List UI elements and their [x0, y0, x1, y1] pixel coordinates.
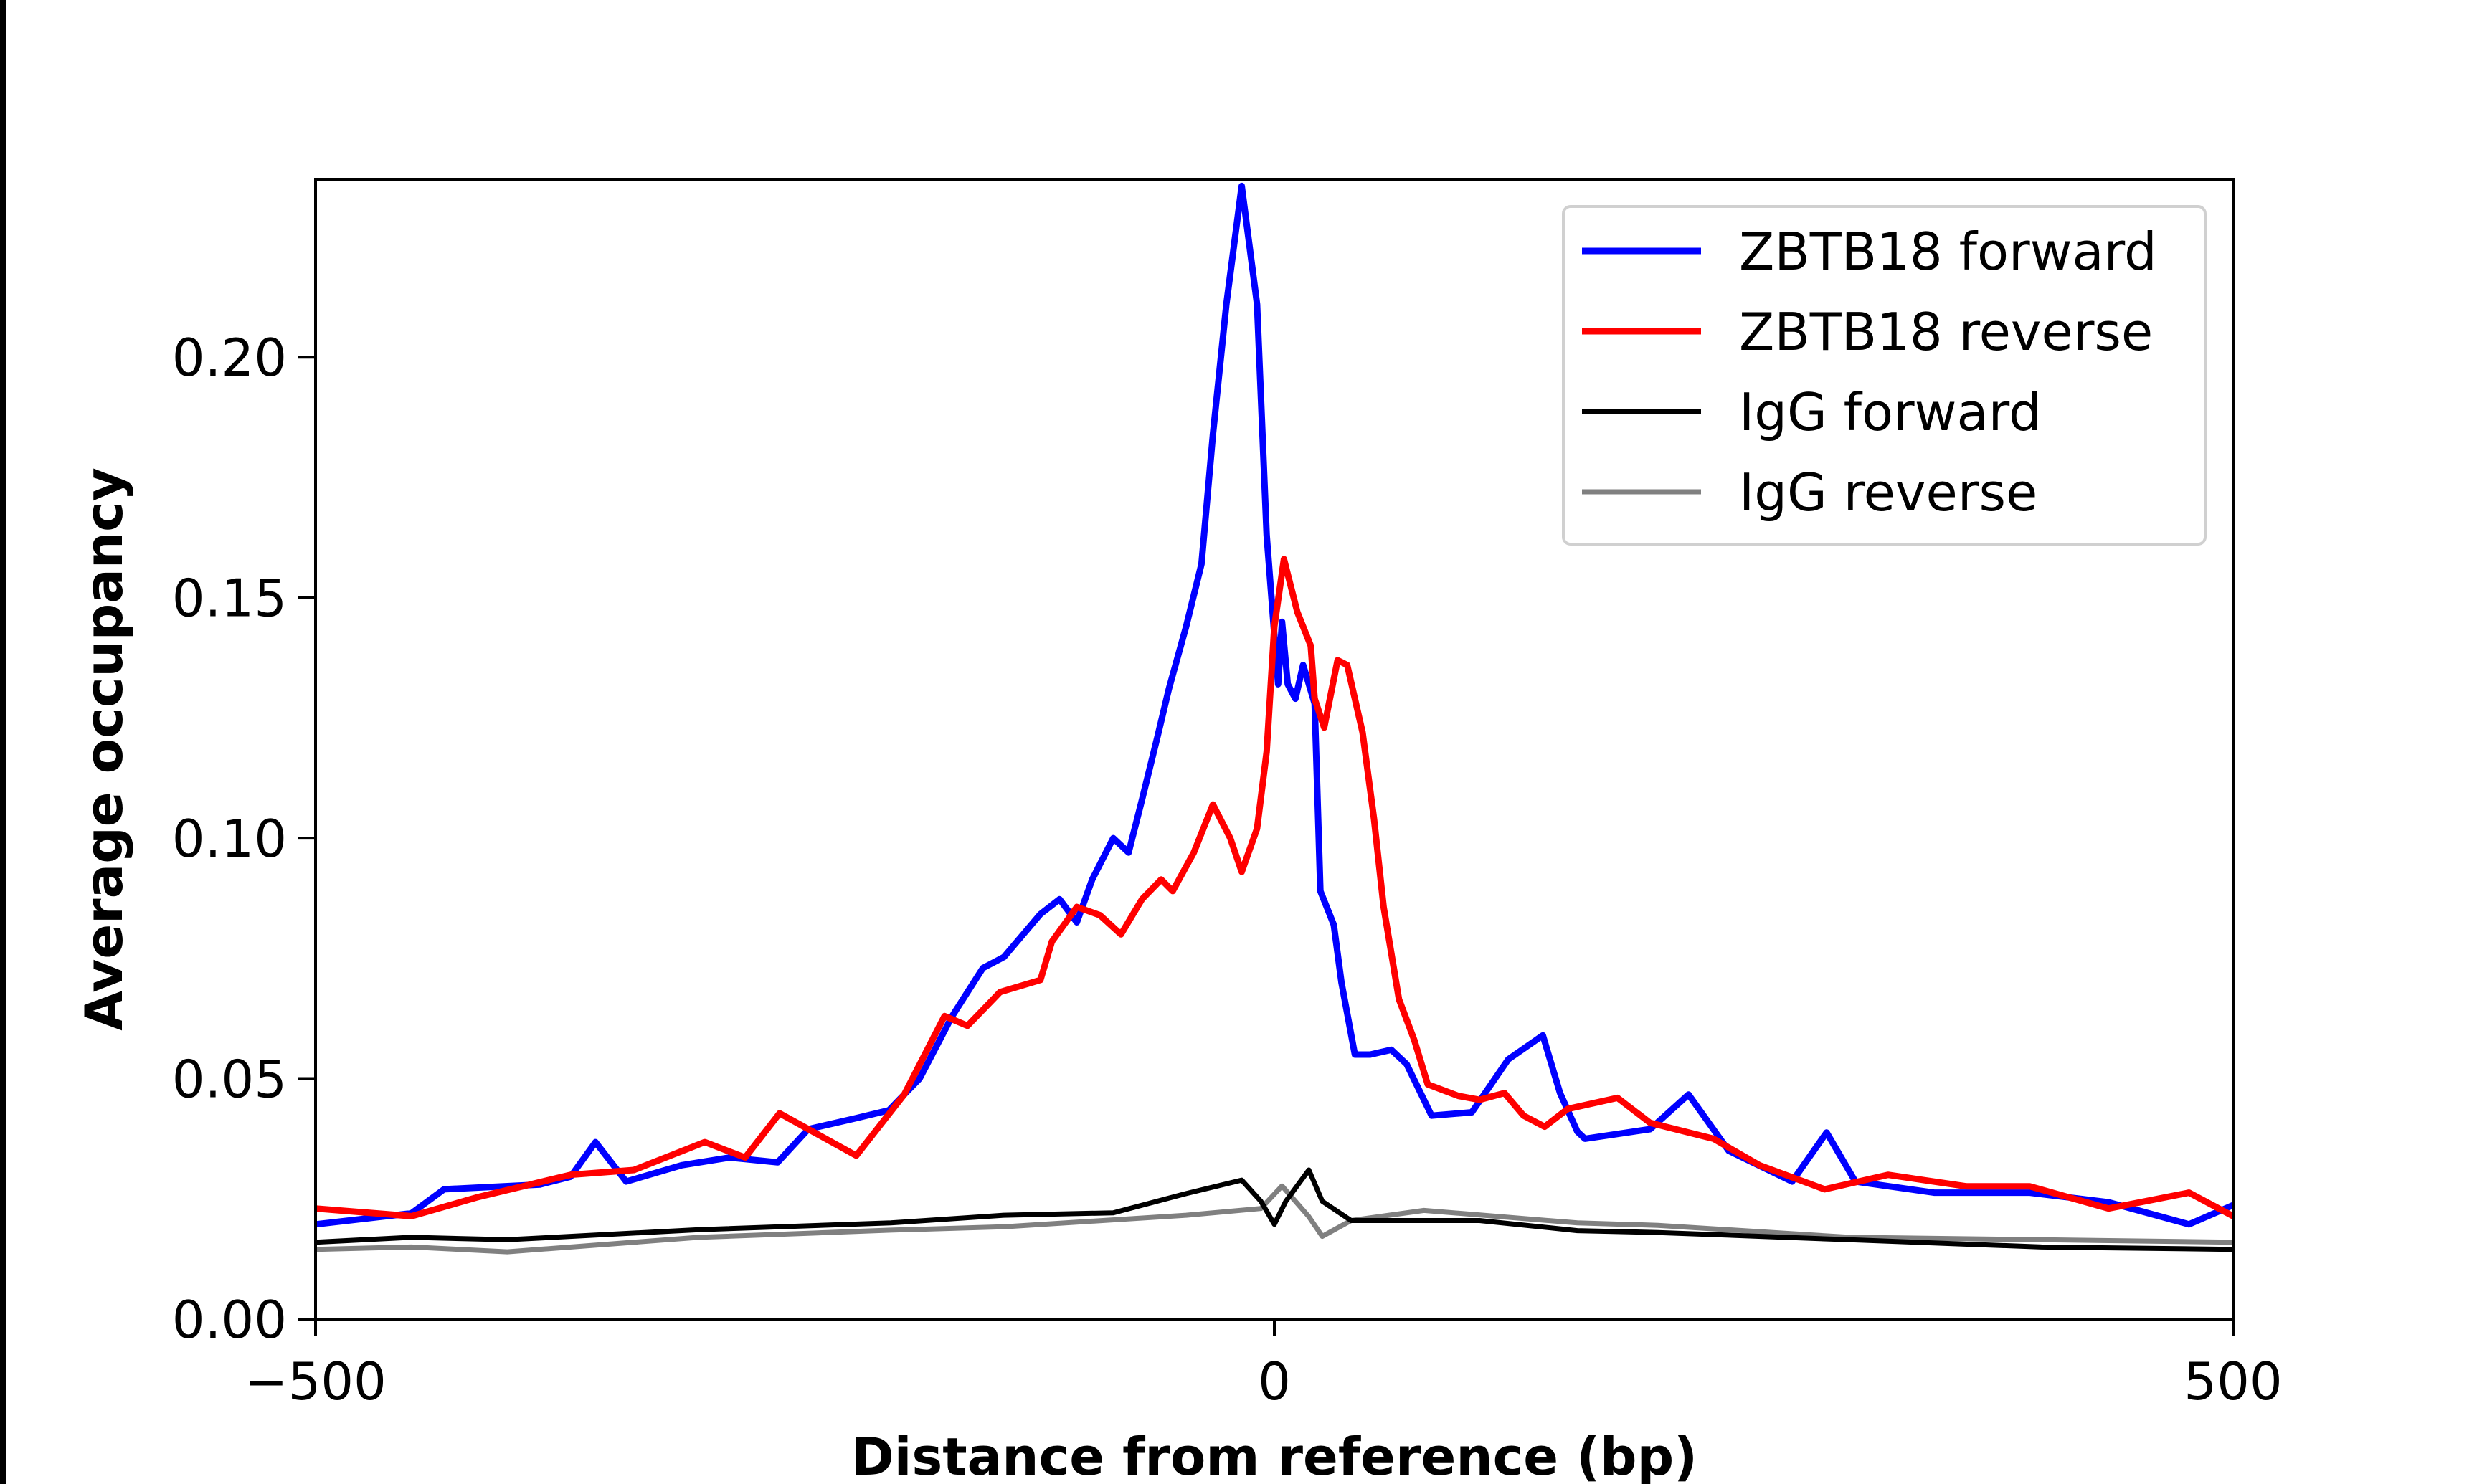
legend-label: IgG forward	[1739, 382, 2042, 442]
y-tick-label: 0.15	[172, 569, 287, 629]
legend-label: IgG reverse	[1739, 462, 2037, 523]
series-line-igg-reverse	[315, 1183, 2234, 1255]
x-tick-label: −500	[245, 1351, 387, 1412]
legend: ZBTB18 forward ZBTB18 reverse IgG forward I…	[1562, 205, 2207, 546]
series-line-zbtb18-reverse	[315, 556, 2235, 1219]
x-tick-label: 0	[1258, 1351, 1291, 1412]
x-tick-label: 500	[2184, 1351, 2282, 1412]
series-line-igg-forward	[315, 1167, 2234, 1252]
y-tick-label: 0.00	[172, 1290, 287, 1350]
y-tick-label: 0.10	[172, 809, 287, 869]
series-layer	[315, 182, 2235, 1255]
y-axis-label: Average occupancy	[74, 467, 134, 1031]
legend-label: ZBTB18 forward	[1739, 222, 2157, 282]
legend-label: ZBTB18 reverse	[1739, 302, 2153, 362]
series-line-zbtb18-forward	[315, 182, 2235, 1228]
y-tick-label: 0.05	[172, 1050, 287, 1110]
legend-frame	[1562, 205, 2207, 546]
y-tick-label: 0.20	[172, 328, 287, 388]
window-edge-bar	[0, 0, 6, 1484]
ticks-layer: −500 0 500 0.00 0.05 0.10 0.15 0.20	[172, 328, 2283, 1412]
x-axis-label: Distance from reference (bp)	[851, 1427, 1697, 1484]
